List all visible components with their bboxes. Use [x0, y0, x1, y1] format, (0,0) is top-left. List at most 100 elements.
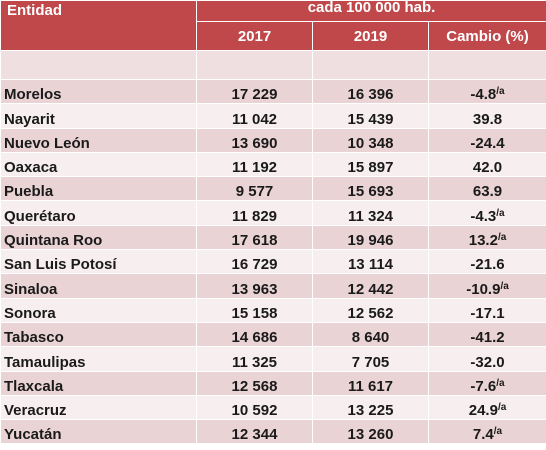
cambio-value: -24.4	[470, 134, 505, 152]
cell-2019: 13 225	[312, 394, 429, 421]
cell-cambio: 42.0	[427, 151, 546, 178]
cell-2019: 16 396	[312, 78, 429, 105]
cell-entidad: Nayarit	[0, 103, 197, 129]
cell-2017: 15 158	[196, 297, 313, 323]
table-row: Querétaro 11 829 11 324 -4.3/a	[0, 200, 546, 226]
cambio-value: 39.8	[472, 110, 503, 128]
cell-entidad: Yucatán	[0, 419, 197, 445]
cambio-value: -32.0	[470, 353, 505, 371]
cambio-value: 7.4	[472, 426, 494, 444]
cell-2019: 19 946	[312, 224, 429, 251]
table-row: Morelos 17 229 16 396 -4.8/a	[0, 78, 546, 105]
header-col-cambio: Cambio (%)	[427, 21, 546, 51]
header-col-2017: 2017	[196, 21, 313, 51]
cell-2017: 10 592	[196, 394, 313, 421]
table-row: Nayarit 11 042 15 439 39.8	[0, 103, 546, 129]
cell-cambio: -32.0	[427, 346, 546, 372]
cell-cambio: -7.6/a	[427, 370, 546, 396]
cambio-value: 13.2	[468, 232, 498, 250]
cell-cambio: 13.2/a	[427, 224, 546, 251]
table-row: San Luis Potosí 16 729 13 114 -21.6	[0, 249, 546, 275]
cell-entidad: Oaxaca	[0, 151, 197, 178]
header-row-group: Entidad cada 100 000 hab.	[0, 0, 546, 51]
header-col-2019: 2019	[312, 21, 429, 51]
table-row: Quintana Roo 17 618 19 946 13.2/a	[0, 224, 546, 251]
cell-2019: 13 114	[312, 249, 429, 275]
cell-2017: 12 568	[196, 370, 313, 396]
cambio-value: 42.0	[472, 159, 503, 177]
cell-cambio: -4.3/a	[427, 200, 546, 226]
cell-cambio: -24.4	[427, 127, 546, 153]
footnote-marker: /a	[496, 86, 505, 98]
cell-entidad: Sinaloa	[0, 273, 197, 299]
footnote-marker: /a	[496, 377, 505, 389]
cell-2019: 10 348	[312, 127, 429, 153]
table-row: Sonora 15 158 12 562 -17.1	[0, 297, 546, 323]
cell-2017: 12 344	[196, 419, 313, 445]
table-row: Puebla 9 577 15 693 63.9	[0, 176, 546, 202]
cell-cambio: -10.9/a	[427, 273, 546, 299]
table-row: Tlaxcala 12 568 11 617 -7.6/a	[0, 370, 546, 396]
cell-2017: 17 618	[196, 224, 313, 251]
header-row-columns: 2017 2019 Cambio (%)	[1, 21, 546, 51]
table-row: Yucatán 12 344 13 260 7.4/a	[0, 419, 546, 445]
spacer-row	[0, 50, 546, 80]
cell-entidad: Nuevo León	[0, 127, 197, 153]
cell-entidad: Quintana Roo	[0, 224, 197, 251]
cell-2017: 9 577	[196, 176, 313, 202]
cell-cambio: 39.8	[427, 103, 546, 129]
cell-cambio: 7.4/a	[427, 419, 546, 445]
table-row: Tabasco 14 686 8 640 -41.2	[0, 321, 546, 348]
cell-cambio: -17.1	[427, 297, 546, 323]
footnote-marker: /a	[500, 280, 509, 292]
cell-entidad: Querétaro	[0, 200, 197, 226]
cell-2017: 14 686	[196, 321, 313, 348]
cell-cambio: -41.2	[427, 321, 546, 348]
header-entidad: Entidad	[0, 0, 197, 51]
cell-2019: 12 442	[312, 273, 429, 299]
cell-entidad: Veracruz	[0, 394, 197, 421]
cell-cambio: -21.6	[427, 249, 546, 275]
cell-2017: 13 690	[196, 127, 313, 153]
cell-entidad: San Luis Potosí	[0, 249, 197, 275]
cambio-value: -7.6	[470, 377, 497, 395]
cell-2019: 13 260	[312, 419, 429, 445]
cell-2019: 15 897	[312, 151, 429, 178]
cell-cambio: 63.9	[427, 176, 546, 202]
cell-entidad: Tlaxcala	[0, 370, 197, 396]
cambio-value: 63.9	[472, 183, 503, 201]
cell-2019: 8 640	[312, 321, 429, 348]
cambio-value: -41.2	[470, 329, 505, 347]
cell-2019: 11 617	[312, 370, 429, 396]
cambio-value: -10.9	[466, 280, 501, 298]
cell-2017: 11 829	[196, 200, 313, 226]
cell-entidad: Puebla	[0, 176, 197, 202]
cambio-value: -4.8	[470, 86, 497, 104]
cell-2019: 7 705	[312, 346, 429, 372]
cell-2019: 15 439	[312, 103, 429, 129]
cell-2017: 17 229	[196, 78, 313, 105]
cell-entidad: Morelos	[0, 78, 197, 105]
cell-2019: 11 324	[312, 200, 429, 226]
cell-cambio: 24.9/a	[427, 394, 546, 421]
footnote-marker: /a	[496, 207, 505, 219]
footnote-marker: /a	[493, 426, 503, 438]
cell-entidad: Tamaulipas	[0, 346, 197, 372]
cell-2017: 13 963	[196, 273, 313, 299]
cell-2019: 15 693	[312, 176, 429, 202]
cell-entidad: Tabasco	[0, 321, 197, 348]
cambio-value: -4.3	[470, 207, 497, 225]
cell-2017: 11 042	[196, 103, 313, 129]
table-row: Sinaloa 13 963 12 442 -10.9/a	[0, 273, 546, 299]
cambio-value: 24.9	[468, 402, 498, 420]
table-row: Oaxaca 11 192 15 897 42.0	[0, 151, 546, 178]
cell-2019: 12 562	[312, 297, 429, 323]
table-row: Tamaulipas 11 325 7 705 -32.0	[0, 346, 546, 372]
cell-2017: 11 325	[196, 346, 313, 372]
footnote-marker: /a	[497, 402, 507, 414]
cell-2017: 11 192	[196, 151, 313, 178]
table-row: Veracruz 10 592 13 225 24.9/a	[0, 394, 546, 421]
cell-2017: 16 729	[196, 249, 313, 275]
